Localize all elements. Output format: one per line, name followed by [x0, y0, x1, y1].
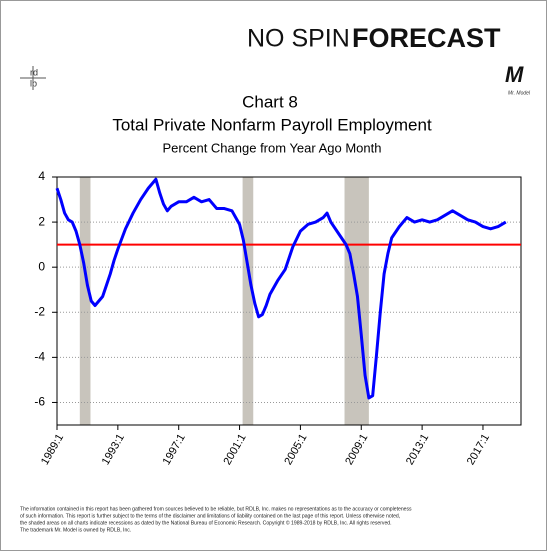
brand-right: FORECAST — [352, 23, 501, 53]
mark-caption: Mr. Model — [508, 90, 531, 96]
chart-subtitle: Percent Change from Year Ago Month — [163, 140, 382, 155]
footnote-line: the shaded areas on all charts indicate … — [20, 519, 392, 526]
plot-area — [57, 177, 521, 425]
data-line — [55, 177, 507, 400]
recession-band — [79, 177, 91, 425]
y-tick-label: 4 — [38, 169, 45, 183]
chart-number: Chart 8 — [242, 92, 298, 111]
mark: M — [505, 62, 524, 87]
plot-border — [56, 176, 522, 426]
y-tick-label: -4 — [34, 350, 45, 364]
chart-title: Total Private Nonfarm Payroll Employment — [112, 115, 432, 134]
footnote-line: of such information. This report is furt… — [20, 513, 400, 519]
footnote: The information contained in this report… — [20, 506, 412, 533]
brand-left: NO SPIN — [247, 25, 350, 53]
y-tick-label: 0 — [38, 259, 45, 273]
y-tick-label: -2 — [34, 304, 45, 318]
footnote-line: The information contained in this report… — [20, 506, 412, 512]
y-tick-label: -6 — [34, 395, 45, 409]
footnote-line: The trademark Mr. Model is owned by RDLB… — [20, 527, 131, 533]
logo-bottom: lb — [30, 78, 37, 88]
y-tick-label: 2 — [38, 214, 45, 228]
recession-band — [242, 177, 254, 425]
logo-top: rd — [30, 67, 38, 77]
